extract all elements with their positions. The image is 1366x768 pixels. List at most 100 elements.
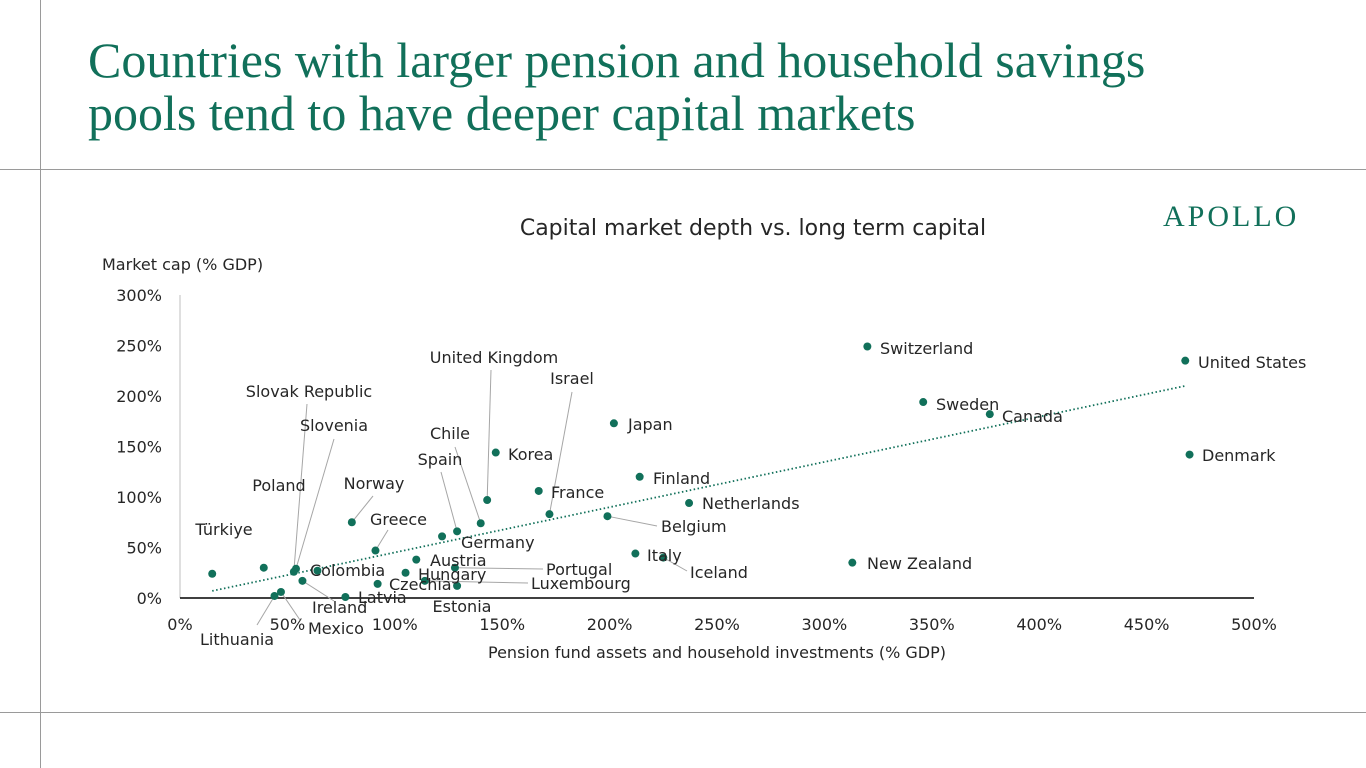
leader-line-mexico	[280, 591, 301, 621]
point-label-united-states: United States	[1198, 353, 1306, 372]
y-tick-label: 250%	[116, 337, 162, 356]
x-tick-label: 200%	[587, 615, 633, 634]
point-label-spain: Spain	[418, 450, 463, 469]
leader-line-belgium	[607, 515, 658, 527]
x-axis-label: Pension fund assets and household invest…	[488, 643, 946, 662]
point-poland	[259, 563, 268, 572]
leader-line-luxembourg	[424, 580, 529, 584]
point-belgium	[603, 512, 612, 521]
leader-line-greece	[375, 529, 389, 551]
point-ireland	[298, 576, 307, 585]
point-label-lithuania: Lithuania	[200, 630, 274, 649]
x-tick-labels: 0% 50% 100% 150% 200% 250% 300% 350% 400% 450% 500…	[167, 615, 1277, 634]
leader-line-portugal	[454, 567, 544, 570]
point-iceland	[659, 553, 668, 562]
point-denmark	[1185, 450, 1194, 459]
bottom-divider	[0, 712, 1366, 713]
point-israel	[545, 510, 554, 519]
x-tick-label: 50%	[270, 615, 306, 634]
leader-line-norway	[351, 495, 374, 523]
point-austria	[412, 555, 421, 564]
point-label-germany: Germany	[461, 533, 535, 552]
x-tick-label: 400%	[1016, 615, 1062, 634]
point-chile	[476, 519, 485, 528]
point-korea	[491, 448, 500, 457]
point-label-italy: Italy	[647, 546, 682, 565]
point-label-netherlands: Netherlands	[702, 494, 800, 513]
point-united-kingdom	[483, 496, 492, 505]
point-label-slovenia: Slovenia	[300, 416, 368, 435]
leader-line-iceland	[663, 557, 688, 572]
point-label-czechia: Czechia	[389, 575, 452, 594]
point-united-states	[1181, 356, 1190, 365]
point-label-japan: Japan	[627, 415, 673, 434]
point-portugal	[450, 563, 459, 572]
point-label-estonia: Estonia	[433, 597, 492, 616]
x-tick-label: 500%	[1231, 615, 1277, 634]
x-tick-label: 450%	[1124, 615, 1170, 634]
point-label-portugal: Portugal	[546, 560, 612, 579]
point-latvia	[341, 592, 350, 601]
point-label-israel: Israel	[550, 369, 594, 388]
point-label-hungary: Hungary	[418, 565, 486, 584]
y-tick-labels: 0% 50% 100% 150% 200% 250% 300%	[116, 286, 162, 608]
point-colombia	[313, 566, 322, 575]
point-label-sweden: Sweden	[936, 395, 999, 414]
point-new-zealand	[848, 558, 857, 567]
point-label-united-kingdom: United Kingdom	[430, 348, 558, 367]
point-label-canada: Canada	[1002, 407, 1063, 426]
point-estonia	[453, 581, 462, 590]
x-tick-label: 300%	[802, 615, 848, 634]
point-finland	[635, 472, 644, 481]
point-luxembourg	[420, 576, 429, 585]
point-label-finland: Finland	[653, 469, 710, 488]
point-label-mexico: Mexico	[308, 619, 364, 638]
point-turkiye	[208, 569, 217, 578]
point-sweden	[919, 398, 928, 407]
y-tick-label: 300%	[116, 286, 162, 305]
y-tick-label: 150%	[116, 438, 162, 457]
leader-lines	[256, 369, 688, 626]
point-italy	[631, 549, 640, 558]
leader-line-slovak-republic	[293, 403, 308, 572]
point-label-greece: Greece	[370, 510, 427, 529]
slide-title-line-2: pools tend to have deeper capital market…	[88, 85, 916, 141]
y-tick-label: 200%	[116, 387, 162, 406]
point-label-denmark: Denmark	[1202, 446, 1276, 465]
leader-line-chile	[454, 446, 482, 524]
point-france	[534, 486, 543, 495]
trendline-group	[212, 385, 1186, 592]
data-points	[208, 342, 1194, 601]
point-spain	[453, 527, 462, 536]
trendline	[212, 385, 1186, 592]
y-axis-label: Market cap (% GDP)	[102, 255, 263, 274]
point-greece	[371, 546, 380, 555]
point-label-norway: Norway	[344, 474, 405, 493]
left-divider	[40, 0, 41, 768]
point-switzerland	[863, 342, 872, 351]
leader-line-ireland	[302, 580, 335, 602]
top-divider	[0, 169, 1366, 170]
y-tick-label: 100%	[116, 488, 162, 507]
point-slovak-republic	[289, 567, 298, 576]
point-hungary	[401, 568, 410, 577]
x-tick-label: 0%	[167, 615, 192, 634]
point-label-iceland: Iceland	[690, 563, 748, 582]
x-tick-label: 350%	[909, 615, 955, 634]
point-lithuania	[270, 591, 279, 600]
point-mexico	[276, 587, 285, 596]
point-label-france: France	[551, 483, 604, 502]
point-germany	[438, 532, 447, 541]
y-tick-label: 0%	[137, 589, 162, 608]
point-label-korea: Korea	[508, 445, 553, 464]
point-label-slovak-republic: Slovak Republic	[246, 382, 372, 401]
point-canada	[985, 410, 994, 419]
x-tick-label: 150%	[479, 615, 525, 634]
point-label-belgium: Belgium	[661, 517, 727, 536]
point-label-switzerland: Switzerland	[880, 339, 973, 358]
y-tick-label: 50%	[126, 539, 162, 558]
slide-title: Countries with larger pension and househ…	[88, 34, 1288, 140]
point-label-colombia: Colombia	[310, 561, 385, 580]
